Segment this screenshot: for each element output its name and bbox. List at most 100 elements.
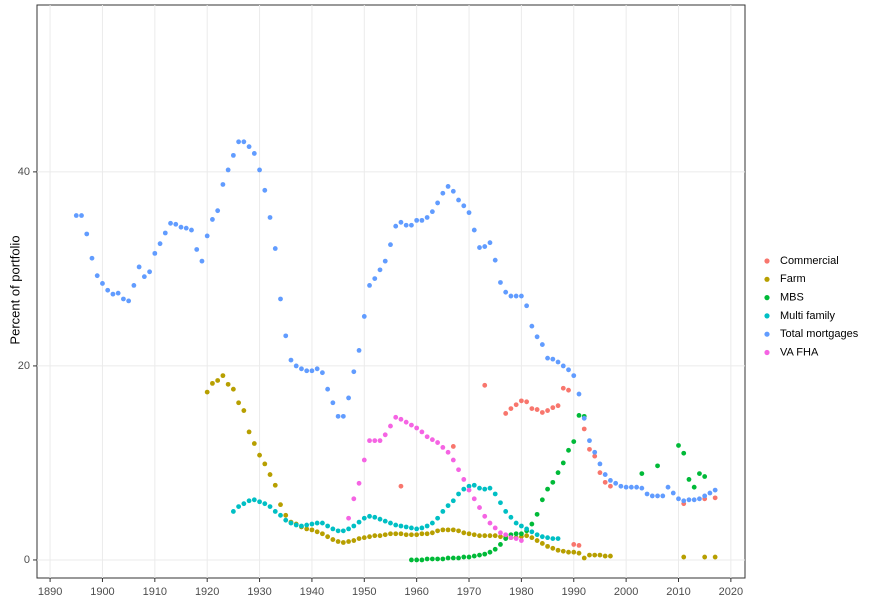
point [435, 528, 441, 534]
point [388, 520, 393, 526]
legend-swatch [764, 295, 770, 301]
point [424, 531, 430, 537]
point [461, 530, 467, 536]
x-tick-label: 1990 [562, 586, 586, 598]
x-tick-label: 1910 [143, 586, 167, 598]
point [592, 453, 598, 459]
point [272, 482, 278, 488]
point [639, 471, 645, 477]
point [377, 516, 383, 522]
y-tick-label: 20 [18, 360, 30, 372]
point [89, 255, 95, 261]
point [445, 184, 451, 189]
point [707, 490, 713, 496]
point [267, 472, 273, 477]
point [482, 382, 488, 388]
point [555, 547, 561, 553]
point [388, 531, 393, 537]
x-tick-label: 1960 [404, 586, 428, 598]
point [257, 499, 262, 505]
point [356, 536, 362, 542]
point [628, 484, 634, 490]
point [513, 520, 519, 526]
point [456, 491, 461, 497]
point [79, 213, 84, 218]
point [361, 535, 367, 541]
point [461, 554, 467, 560]
point [220, 373, 226, 379]
point [262, 461, 268, 467]
point [456, 197, 461, 203]
point [592, 552, 598, 558]
legend-label: MBS [780, 292, 804, 304]
point [356, 519, 362, 525]
point [618, 483, 624, 489]
point [424, 523, 430, 529]
grid [37, 5, 745, 578]
point [409, 422, 414, 428]
point [283, 517, 289, 523]
point [110, 291, 116, 297]
point [351, 523, 357, 529]
point [492, 525, 498, 531]
legend-label: Multi family [780, 310, 836, 322]
point [251, 441, 257, 446]
legend-swatch [764, 331, 770, 337]
point [121, 296, 126, 302]
point [419, 217, 425, 223]
point [435, 440, 441, 445]
point [356, 347, 362, 353]
point [602, 472, 608, 477]
point [335, 413, 341, 419]
point [518, 538, 524, 543]
point [498, 542, 503, 547]
x-tick-label: 1930 [247, 586, 271, 598]
point [608, 553, 613, 559]
point [398, 219, 404, 225]
point [513, 536, 519, 542]
point [393, 522, 399, 528]
point [576, 543, 582, 548]
point [550, 479, 556, 485]
point [608, 483, 613, 489]
point [712, 495, 718, 501]
point [189, 227, 194, 233]
point [393, 531, 399, 537]
point [466, 531, 472, 537]
point [168, 220, 173, 226]
point [105, 287, 111, 293]
point [503, 289, 509, 295]
point [178, 224, 184, 230]
point [409, 532, 414, 538]
point [539, 410, 545, 415]
point [351, 496, 357, 502]
point [477, 485, 482, 491]
point [272, 246, 278, 251]
point [361, 515, 367, 521]
point [330, 526, 336, 532]
point [503, 509, 509, 514]
point [162, 230, 168, 236]
point [84, 231, 90, 237]
point [550, 536, 556, 542]
point [702, 474, 708, 479]
point [424, 434, 430, 440]
point [587, 438, 592, 444]
point [257, 452, 262, 458]
point [571, 373, 577, 379]
point [545, 486, 550, 492]
point [471, 553, 477, 559]
point [665, 484, 671, 490]
point [681, 450, 687, 456]
point [697, 496, 702, 502]
point [382, 532, 388, 538]
legend-label: Total mortgages [780, 328, 859, 340]
point [681, 498, 687, 504]
point [372, 438, 378, 444]
point [367, 513, 372, 519]
x-tick-label: 1980 [509, 586, 533, 598]
point [152, 250, 158, 256]
y-tick-label: 40 [18, 166, 30, 178]
point [183, 225, 189, 231]
point [398, 523, 404, 529]
